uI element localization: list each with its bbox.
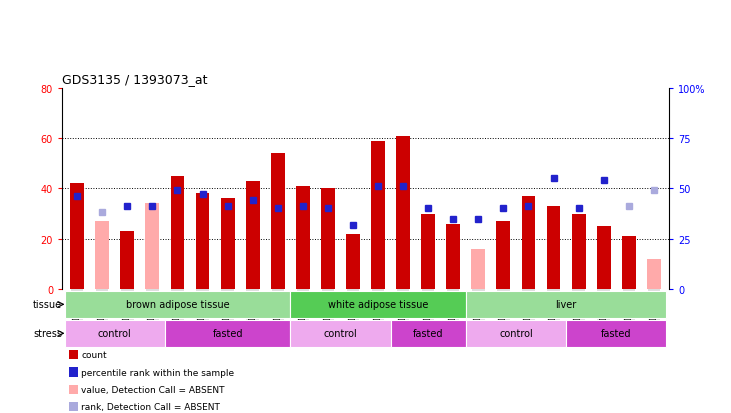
Bar: [64, 291, 290, 318]
Bar: [95, 221, 109, 289]
Bar: [396, 136, 410, 289]
Text: GDS3135 / 1393073_at: GDS3135 / 1393073_at: [62, 73, 208, 86]
Bar: [165, 320, 290, 347]
Bar: [64, 320, 165, 347]
Bar: [271, 154, 284, 289]
Text: brown adipose tissue: brown adipose tissue: [126, 299, 230, 310]
Bar: [346, 234, 360, 289]
Bar: [290, 291, 466, 318]
Bar: [390, 320, 466, 347]
Text: count: count: [81, 350, 107, 359]
Bar: [522, 197, 535, 289]
Text: white adipose tissue: white adipose tissue: [327, 299, 428, 310]
Bar: [572, 214, 586, 289]
Bar: [221, 199, 235, 289]
Bar: [466, 291, 667, 318]
Bar: [547, 206, 561, 289]
Bar: [622, 237, 636, 289]
Text: percentile rank within the sample: percentile rank within the sample: [81, 368, 234, 377]
Bar: [596, 226, 610, 289]
Bar: [145, 204, 159, 289]
Bar: [566, 320, 667, 347]
Bar: [290, 320, 390, 347]
Bar: [371, 141, 385, 289]
Bar: [121, 232, 135, 289]
Bar: [196, 194, 209, 289]
Bar: [296, 186, 310, 289]
Bar: [246, 181, 260, 289]
Text: control: control: [98, 328, 132, 339]
Bar: [647, 259, 661, 289]
Text: fasted: fasted: [213, 328, 243, 339]
Bar: [471, 249, 485, 289]
Text: stress: stress: [33, 328, 62, 339]
Bar: [70, 184, 84, 289]
Text: value, Detection Call = ABSENT: value, Detection Call = ABSENT: [81, 385, 224, 394]
Text: liver: liver: [556, 299, 577, 310]
Text: fasted: fasted: [413, 328, 444, 339]
Text: control: control: [499, 328, 533, 339]
Text: tissue: tissue: [33, 299, 62, 310]
Text: control: control: [324, 328, 357, 339]
Text: rank, Detection Call = ABSENT: rank, Detection Call = ABSENT: [81, 402, 220, 411]
Text: fasted: fasted: [601, 328, 632, 339]
Bar: [170, 176, 184, 289]
Bar: [321, 189, 335, 289]
Bar: [421, 214, 435, 289]
Bar: [466, 320, 566, 347]
Bar: [447, 224, 460, 289]
Bar: [496, 221, 510, 289]
